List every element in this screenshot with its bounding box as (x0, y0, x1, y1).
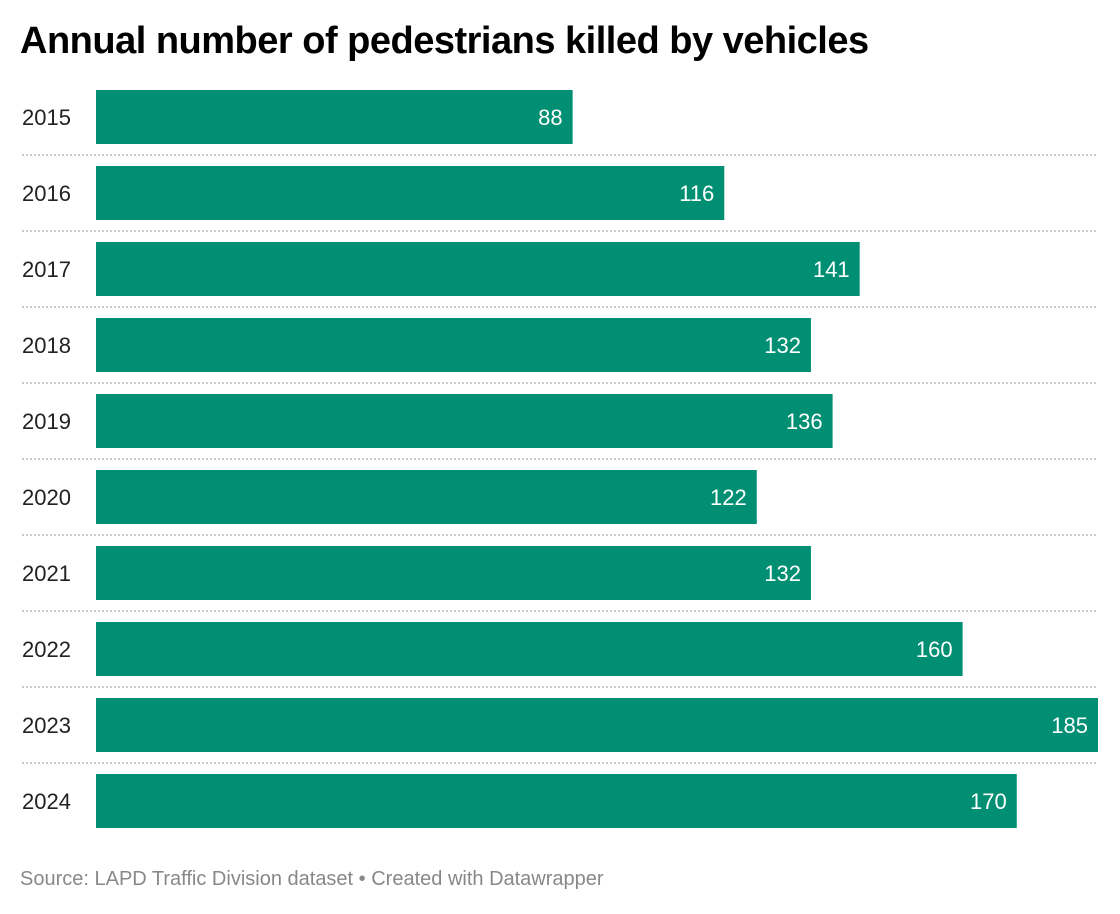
category-label: 2024 (22, 789, 71, 814)
category-label: 2015 (22, 105, 71, 130)
bar-2022 (96, 622, 963, 676)
bar-2015 (96, 90, 573, 144)
value-label: 141 (813, 257, 850, 282)
category-label: 2022 (22, 637, 71, 662)
value-label: 132 (764, 561, 801, 586)
value-label: 132 (764, 333, 801, 358)
bar-2016 (96, 166, 725, 220)
category-label: 2019 (22, 409, 71, 434)
value-label: 170 (970, 789, 1007, 814)
category-label: 2021 (22, 561, 71, 586)
bar-2024 (96, 774, 1017, 828)
value-label: 136 (786, 409, 823, 434)
value-label: 116 (679, 181, 714, 206)
bar-2021 (96, 546, 811, 600)
category-label: 2017 (22, 257, 71, 282)
bar-2017 (96, 242, 860, 296)
bar-2020 (96, 470, 757, 524)
category-label: 2023 (22, 713, 71, 738)
value-label: 122 (710, 485, 747, 510)
category-label: 2020 (22, 485, 71, 510)
category-label: 2016 (22, 181, 71, 206)
bar-2019 (96, 394, 833, 448)
source-note: Source: LAPD Traffic Division dataset • … (20, 868, 604, 890)
value-label: 185 (1051, 713, 1088, 738)
value-label: 160 (916, 637, 953, 662)
value-label: 88 (538, 105, 562, 130)
bar-chart: 2015 88 2016 116 2017 141 2018 132 2019 136 2020 12… (22, 90, 1098, 828)
bar-2018 (96, 318, 811, 372)
chart-title: Annual number of pedestrians killed by v… (20, 20, 869, 62)
bar-2023 (96, 698, 1098, 752)
category-label: 2018 (22, 333, 71, 358)
